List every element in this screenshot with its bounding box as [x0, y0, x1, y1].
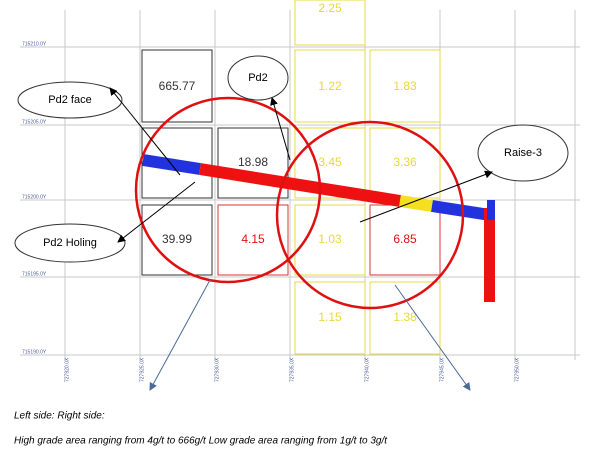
x-grid-labels: 727920.0X 727925.0X 727930.0X 727935.0X 7279…: [64, 357, 520, 382]
grid-label: 715190.0Y: [22, 349, 47, 355]
grade-value: 3.36: [393, 155, 417, 169]
grade-value: 6.85: [393, 232, 417, 246]
callout-arrows: [109, 87, 493, 243]
grid-label: 727950.0X: [514, 357, 520, 382]
grid-label: 727920.0X: [64, 357, 70, 382]
grid-label: 715195.0Y: [22, 271, 47, 277]
grade-values: 2.25 665.77 1.22 1.83 18.98 3.45 3.36 39.99 4.15…: [159, 1, 417, 324]
grid-label: 727925.0X: [139, 357, 145, 382]
callout: Raise-3: [504, 147, 542, 159]
grade-value: 665.77: [159, 79, 196, 93]
grade-value: 1.15: [318, 310, 342, 324]
grade-value: 1.38: [393, 310, 417, 324]
grade-value: 2.25: [318, 1, 342, 15]
callout: Pd2: [248, 72, 268, 84]
callout: Pd2 face: [48, 94, 91, 106]
caption: High grade area ranging from 4g/t to 666…: [14, 436, 388, 447]
grade-value: 1.83: [393, 79, 417, 93]
callout: Pd2 Holing: [43, 237, 97, 249]
grade-value: 3.45: [318, 155, 342, 169]
grid-label: 715200.0Y: [22, 194, 47, 200]
y-grid-labels: 715210.0Y 715205.0Y 715200.0Y 715195.0Y 7151…: [22, 41, 47, 355]
grade-value: 1.22: [318, 79, 342, 93]
grid-label: 715205.0Y: [22, 119, 47, 125]
grid-label: 727940.0X: [364, 357, 370, 382]
pointers: [149, 279, 471, 391]
drive: [142, 154, 495, 302]
grade-value: 4.15: [241, 232, 265, 246]
callouts: [14, 55, 569, 263]
grade-value: 39.99: [162, 232, 192, 246]
grid-label: 715210.0Y: [22, 41, 47, 47]
grade-value: 1.03: [318, 232, 342, 246]
caption: Left side: Right side:: [14, 411, 105, 422]
grid-label: 727930.0X: [214, 357, 220, 382]
grid-label: 727935.0X: [289, 357, 295, 382]
grid-label: 727945.0X: [439, 357, 445, 382]
areas: [134, 96, 465, 310]
blocks: [141, 0, 441, 355]
grade-value: 18.98: [238, 155, 268, 169]
